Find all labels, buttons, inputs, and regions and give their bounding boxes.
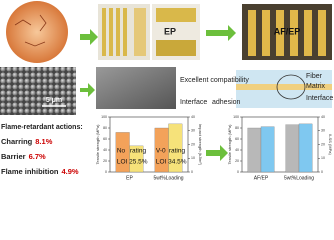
y-tick-label: 0	[237, 170, 239, 174]
annotation: rating	[130, 148, 147, 155]
annotation: LOI 34.5%	[156, 159, 187, 166]
actions: Charring 8.1% Barrier 6.7% Flame inhibition 4…	[1, 137, 79, 176]
y2-axis-label: Impact strength (kJ/m²)	[198, 124, 203, 166]
bar	[129, 145, 144, 173]
graphical-abstract: EP AF/EP 5 μm Excellent compatibility In…	[0, 1, 333, 181]
x-tick-label: 5wt%Loading	[284, 175, 314, 181]
annotation: rating	[169, 148, 186, 155]
bar	[168, 123, 183, 173]
y-tick-label: 20	[235, 159, 239, 163]
action-name: Charring	[1, 137, 33, 146]
matrix: Matrix	[306, 83, 326, 90]
scale-bar: 5 μm	[46, 97, 62, 104]
sem-spheres	[0, 67, 76, 115]
y2-tick-label: 0	[191, 170, 193, 174]
y2-axis-label: ILSS (MPa)	[328, 134, 333, 155]
interface-label: Interface	[306, 95, 333, 102]
y-axis-label: Tensile strength (MPa)	[227, 124, 232, 165]
y-tick-label: 40	[235, 148, 239, 152]
y2-tick-label: 40	[191, 115, 195, 119]
y2-tick-label: 10	[191, 156, 195, 160]
af-ep-label: AF/EP	[274, 26, 301, 36]
adhesion: adhesion	[212, 99, 241, 106]
y-tick-label: 20	[103, 159, 107, 163]
y-tick-label: 100	[101, 115, 107, 119]
action-value: 8.1%	[35, 137, 52, 146]
bar	[260, 126, 275, 173]
y2-tick-label: 40	[321, 115, 325, 119]
bar	[298, 123, 313, 173]
interface: Interface	[180, 99, 207, 106]
y2-tick-label: 20	[321, 142, 325, 146]
y-tick-label: 0	[105, 170, 107, 174]
x-tick-label: EP	[126, 175, 133, 181]
fiber: Fiber	[306, 73, 323, 80]
y-axis-label: Tensile strength (MPa)	[95, 124, 100, 165]
molecule	[14, 14, 47, 47]
y-tick-label: 100	[233, 115, 239, 119]
annotation: No	[117, 148, 126, 155]
y-tick-label: 40	[103, 148, 107, 152]
action-item: Flame inhibition 4.9%	[1, 167, 79, 176]
y2-tick-label: 10	[321, 156, 325, 160]
y-tick-label: 60	[103, 137, 107, 141]
y-tick-label: 80	[103, 126, 107, 130]
af-ep-photo	[242, 4, 332, 60]
flask-photo	[6, 1, 68, 63]
y2-tick-label: 30	[321, 129, 325, 133]
y2-tick-label: 30	[191, 129, 195, 133]
bar	[285, 124, 300, 173]
y2-tick-label: 0	[321, 170, 323, 174]
y-tick-label: 60	[235, 137, 239, 141]
y-tick-label: 80	[235, 126, 239, 130]
annotation: LOI 25.5%	[117, 159, 148, 166]
y2-tick-label: 20	[191, 142, 195, 146]
action-name: Barrier	[1, 152, 26, 161]
action-item: Barrier 6.7%	[1, 152, 46, 161]
sem-fiber	[96, 67, 176, 109]
annotation: V-0	[156, 148, 166, 155]
x-tick-label: 5wt%Loading	[153, 175, 183, 181]
actions-title: Flame-retardant actions:	[1, 124, 83, 131]
ep-label: EP	[164, 26, 176, 36]
action-value: 6.7%	[29, 152, 46, 161]
action-value: 4.9%	[62, 167, 79, 176]
action-name: Flame inhibition	[1, 167, 59, 176]
photos	[0, 1, 332, 115]
action-item: Charring 8.1%	[1, 137, 53, 146]
x-tick-label: AF/EP	[254, 175, 269, 181]
bar	[247, 127, 262, 173]
arrows	[80, 25, 236, 161]
compatibility: Excellent compatibility	[180, 77, 249, 84]
